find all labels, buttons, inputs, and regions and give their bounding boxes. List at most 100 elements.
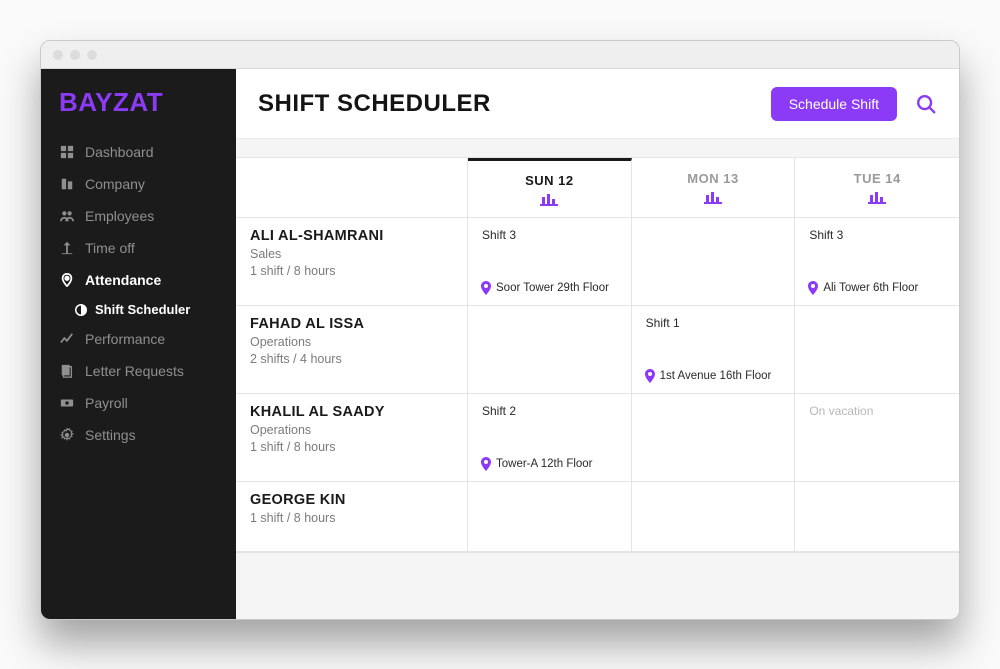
sidebar-item-company[interactable]: Company (41, 168, 236, 200)
location-pin-icon (807, 281, 819, 295)
sidebar-item-label: Letter Requests (85, 363, 184, 379)
window-control-minimize[interactable] (70, 50, 80, 60)
shift-location-text: 1st Avenue 16th Floor (660, 370, 772, 382)
attendance-icon (59, 272, 75, 288)
window-titlebar (41, 41, 959, 69)
schedule-shift-button[interactable]: Schedule Shift (771, 87, 897, 121)
shift-location: Soor Tower 29th Floor (480, 281, 609, 295)
shift-cell[interactable]: Shift 3 Ali Tower 6th Floor (795, 218, 959, 306)
employee-info-cell[interactable]: KHALIL AL SAADY Operations 1 shift / 8 h… (236, 394, 468, 482)
payroll-icon (59, 395, 75, 411)
employee-department: Operations (250, 335, 453, 349)
shift-cell[interactable] (795, 482, 959, 552)
shift-location: 1st Avenue 16th Floor (644, 369, 772, 383)
shift-location: Ali Tower 6th Floor (807, 281, 918, 295)
shift-cell[interactable]: On vacation (795, 394, 959, 482)
day-label: MON 13 (687, 171, 738, 186)
sidebar-item-label: Company (85, 176, 145, 192)
shift-name: Shift 3 (482, 228, 617, 242)
brand-logo: BAYZAT (41, 79, 236, 136)
sidebar-item-label: Time off (85, 240, 135, 256)
employee-row: KHALIL AL SAADY Operations 1 shift / 8 h… (236, 394, 959, 482)
day-label: SUN 12 (525, 173, 574, 188)
performance-icon (59, 331, 75, 347)
sidebar-item-letter-requests[interactable]: Letter Requests (41, 355, 236, 387)
settings-icon (59, 427, 75, 443)
employee-meta: 2 shifts / 4 hours (250, 352, 453, 366)
sidebar-item-settings[interactable]: Settings (41, 419, 236, 451)
location-pin-icon (480, 457, 492, 471)
timeoff-icon (59, 240, 75, 256)
bar-chart-icon (540, 192, 558, 206)
sidebar-item-performance[interactable]: Performance (41, 323, 236, 355)
search-icon[interactable] (915, 93, 937, 115)
employee-meta: 1 shift / 8 hours (250, 440, 453, 454)
sidebar-item-payroll[interactable]: Payroll (41, 387, 236, 419)
shift-cell[interactable] (632, 482, 796, 552)
employee-name: ALI AL-SHAMRANI (250, 228, 453, 244)
sidebar-item-label: Performance (85, 331, 165, 347)
company-icon (59, 176, 75, 192)
location-pin-icon (480, 281, 492, 295)
day-header[interactable]: TUE 14 (795, 158, 959, 218)
employee-name: GEORGE KIN (250, 492, 453, 508)
shift-cell[interactable] (468, 482, 632, 552)
shift-name: Shift 3 (809, 228, 945, 242)
shift-cell[interactable]: Shift 2 Tower-A 12th Floor (468, 394, 632, 482)
employees-icon (59, 208, 75, 224)
sidebar-item-employees[interactable]: Employees (41, 200, 236, 232)
shift-location-text: Soor Tower 29th Floor (496, 282, 609, 294)
shift-cell[interactable] (632, 218, 796, 306)
window-control-zoom[interactable] (87, 50, 97, 60)
shift-cell[interactable] (795, 306, 959, 394)
sidebar-item-label: Employees (85, 208, 154, 224)
shift-location-text: Tower-A 12th Floor (496, 458, 593, 470)
employee-row: ALI AL-SHAMRANI Sales 1 shift / 8 hours … (236, 218, 959, 306)
topbar: SHIFT SCHEDULER Schedule Shift (236, 69, 959, 139)
location-pin-icon (644, 369, 656, 383)
sidebar-subitem-label: Shift Scheduler (95, 302, 190, 317)
window-control-close[interactable] (53, 50, 63, 60)
shift-cell[interactable] (468, 306, 632, 394)
sidebar-item-timeoff[interactable]: Time off (41, 232, 236, 264)
employee-info-cell[interactable]: GEORGE KIN 1 shift / 8 hours (236, 482, 468, 552)
content: SUN 12 MON 13 TUE 14 (236, 139, 959, 619)
shift-note: On vacation (809, 404, 945, 418)
sidebar-item-label: Settings (85, 427, 136, 443)
main-area: SHIFT SCHEDULER Schedule Shift SUN 12 (236, 69, 959, 619)
sidebar: BAYZAT Dashboard Company Employees (41, 69, 236, 619)
letter-icon (59, 363, 75, 379)
employee-row: FAHAD AL ISSA Operations 2 shifts / 4 ho… (236, 306, 959, 394)
employee-name: FAHAD AL ISSA (250, 316, 453, 332)
shift-cell[interactable]: Shift 1 1st Avenue 16th Floor (632, 306, 796, 394)
dashboard-icon (59, 144, 75, 160)
day-header[interactable]: SUN 12 (468, 158, 632, 218)
shift-name: Shift 2 (482, 404, 617, 418)
employee-info-cell[interactable]: ALI AL-SHAMRANI Sales 1 shift / 8 hours (236, 218, 468, 306)
bar-chart-icon (868, 190, 886, 204)
sidebar-item-attendance[interactable]: Attendance (41, 264, 236, 296)
shift-location: Tower-A 12th Floor (480, 457, 593, 471)
employee-info-cell[interactable]: FAHAD AL ISSA Operations 2 shifts / 4 ho… (236, 306, 468, 394)
sidebar-item-label: Dashboard (85, 144, 154, 160)
sidebar-item-label: Payroll (85, 395, 128, 411)
page-title: SHIFT SCHEDULER (258, 90, 491, 118)
employee-name: KHALIL AL SAADY (250, 404, 453, 420)
day-header[interactable]: MON 13 (632, 158, 796, 218)
employee-meta: 1 shift / 8 hours (250, 264, 453, 278)
shift-location-text: Ali Tower 6th Floor (823, 282, 918, 294)
bar-chart-icon (704, 190, 722, 204)
employee-department: Sales (250, 247, 453, 261)
schedule-grid: SUN 12 MON 13 TUE 14 (236, 157, 959, 553)
day-label: TUE 14 (854, 171, 901, 186)
employee-row: GEORGE KIN 1 shift / 8 hours (236, 482, 959, 552)
sidebar-subitem-shift-scheduler[interactable]: Shift Scheduler (41, 296, 236, 323)
shift-icon (75, 304, 87, 316)
shift-cell[interactable] (632, 394, 796, 482)
grid-header-row: SUN 12 MON 13 TUE 14 (236, 158, 959, 218)
shift-cell[interactable]: Shift 3 Soor Tower 29th Floor (468, 218, 632, 306)
employee-department: Operations (250, 423, 453, 437)
app-window: BAYZAT Dashboard Company Employees (40, 40, 960, 620)
sidebar-item-dashboard[interactable]: Dashboard (41, 136, 236, 168)
shift-name: Shift 1 (646, 316, 781, 330)
